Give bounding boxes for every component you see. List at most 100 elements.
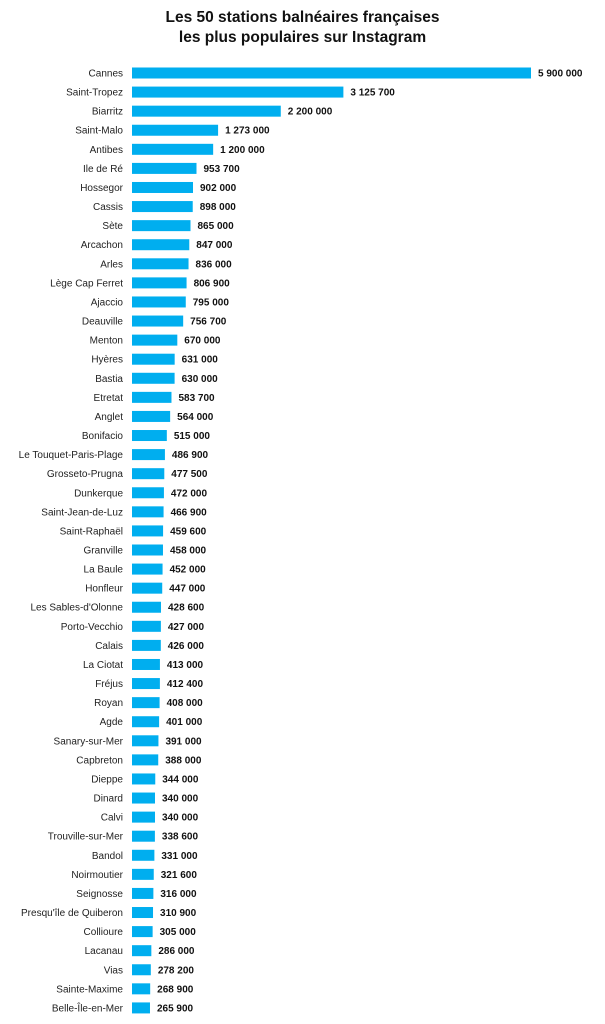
bar <box>132 506 164 518</box>
bar <box>132 773 156 785</box>
chart-title-line-2: les plus populaires sur Instagram <box>178 29 427 46</box>
category-label: Capbreton <box>76 755 123 766</box>
bar <box>132 983 151 995</box>
bar <box>132 582 163 594</box>
value-label: 515 000 <box>174 431 211 442</box>
value-label: 321 600 <box>161 870 198 881</box>
value-label: 1 200 000 <box>220 145 265 156</box>
category-label: Porto-Vecchio <box>61 622 124 633</box>
category-label: Bastia <box>95 374 123 385</box>
bar <box>132 105 281 117</box>
bar <box>132 181 193 193</box>
chart-title-line-1: Les 50 stations balnéaires françaises <box>165 9 440 26</box>
bar <box>132 639 161 651</box>
value-label: 413 000 <box>167 660 204 671</box>
category-label: Bonifacio <box>82 431 124 442</box>
value-label: 428 600 <box>168 603 205 614</box>
category-label: Cassis <box>93 202 123 213</box>
category-label: Ajaccio <box>91 297 124 308</box>
category-label: Lacanau <box>85 946 123 957</box>
value-label: 1 273 000 <box>225 126 270 137</box>
value-label: 847 000 <box>196 240 233 251</box>
bar <box>132 315 184 327</box>
value-label: 391 000 <box>165 736 202 747</box>
value-label: 836 000 <box>196 259 233 270</box>
value-label: 316 000 <box>160 889 197 900</box>
value-label: 953 700 <box>203 164 240 175</box>
value-label: 472 000 <box>171 488 208 499</box>
value-label: 412 400 <box>167 679 204 690</box>
value-label: 265 900 <box>157 1003 194 1014</box>
category-label: Belle-Île-en-Mer <box>52 1001 124 1014</box>
value-label: 865 000 <box>197 221 234 232</box>
category-label: Biarritz <box>92 107 123 118</box>
value-label: 278 200 <box>158 965 195 976</box>
category-label: Trouville-sur-Mer <box>48 832 124 843</box>
value-label: 466 900 <box>171 507 208 518</box>
value-label: 477 500 <box>171 469 208 480</box>
bar <box>132 391 172 403</box>
bar <box>132 1002 150 1014</box>
category-label: Anglet <box>95 412 124 423</box>
category-label: Les Sables-d'Olonne <box>30 603 123 614</box>
bar <box>132 887 154 899</box>
value-label: 401 000 <box>166 717 203 728</box>
value-label: 756 700 <box>190 317 227 328</box>
category-label: Saint-Raphaël <box>60 526 123 537</box>
category-label: Arcachon <box>81 240 123 251</box>
bar <box>132 964 151 976</box>
value-label: 902 000 <box>200 183 237 194</box>
bar <box>132 678 160 690</box>
value-label: 388 000 <box>165 755 202 766</box>
category-label: Royan <box>94 698 123 709</box>
category-label: Hyères <box>91 355 123 366</box>
category-label: La Baule <box>84 565 124 576</box>
bar <box>132 258 189 270</box>
value-label: 2 200 000 <box>288 107 333 118</box>
value-label: 564 000 <box>177 412 214 423</box>
category-label: La Ciotat <box>83 660 123 671</box>
bar <box>132 754 159 766</box>
bar <box>132 220 191 232</box>
bar <box>132 296 186 308</box>
value-label: 338 600 <box>162 832 199 843</box>
category-label: Etretat <box>94 393 124 404</box>
value-label: 331 000 <box>161 851 198 862</box>
category-label: Fréjus <box>95 679 123 690</box>
bar <box>132 201 193 213</box>
bar <box>132 449 165 461</box>
bar <box>132 563 163 575</box>
category-label: Sète <box>102 221 123 232</box>
bar <box>132 410 171 422</box>
bar <box>132 334 178 346</box>
category-label: Calvi <box>101 813 123 824</box>
bar <box>132 162 197 174</box>
bar <box>132 525 164 537</box>
category-label: Le Touquet-Paris-Plage <box>19 450 124 461</box>
value-label: 5 900 000 <box>538 69 583 80</box>
bar <box>132 487 164 499</box>
bar <box>132 811 155 823</box>
category-label: Menton <box>90 336 123 347</box>
category-label: Sainte-Maxime <box>56 984 123 995</box>
bar <box>132 849 155 861</box>
category-label: Saint-Tropez <box>66 88 123 99</box>
value-label: 268 900 <box>157 984 194 995</box>
value-label: 310 900 <box>160 908 197 919</box>
category-label: Calais <box>95 641 123 652</box>
category-label: Bandol <box>92 851 123 862</box>
category-label: Hossegor <box>80 183 123 194</box>
bar <box>132 430 167 442</box>
category-label: Grosseto-Prugna <box>47 469 124 480</box>
category-label: Honfleur <box>85 584 123 595</box>
bar <box>132 945 152 957</box>
category-label: Presqu'île de Quiberon <box>21 908 123 919</box>
bar <box>132 86 344 98</box>
bar <box>132 792 155 804</box>
bar <box>132 716 160 728</box>
bar <box>132 620 161 632</box>
category-label: Noirmoutier <box>71 870 123 881</box>
value-label: 426 000 <box>168 641 205 652</box>
value-label: 286 000 <box>158 946 195 957</box>
